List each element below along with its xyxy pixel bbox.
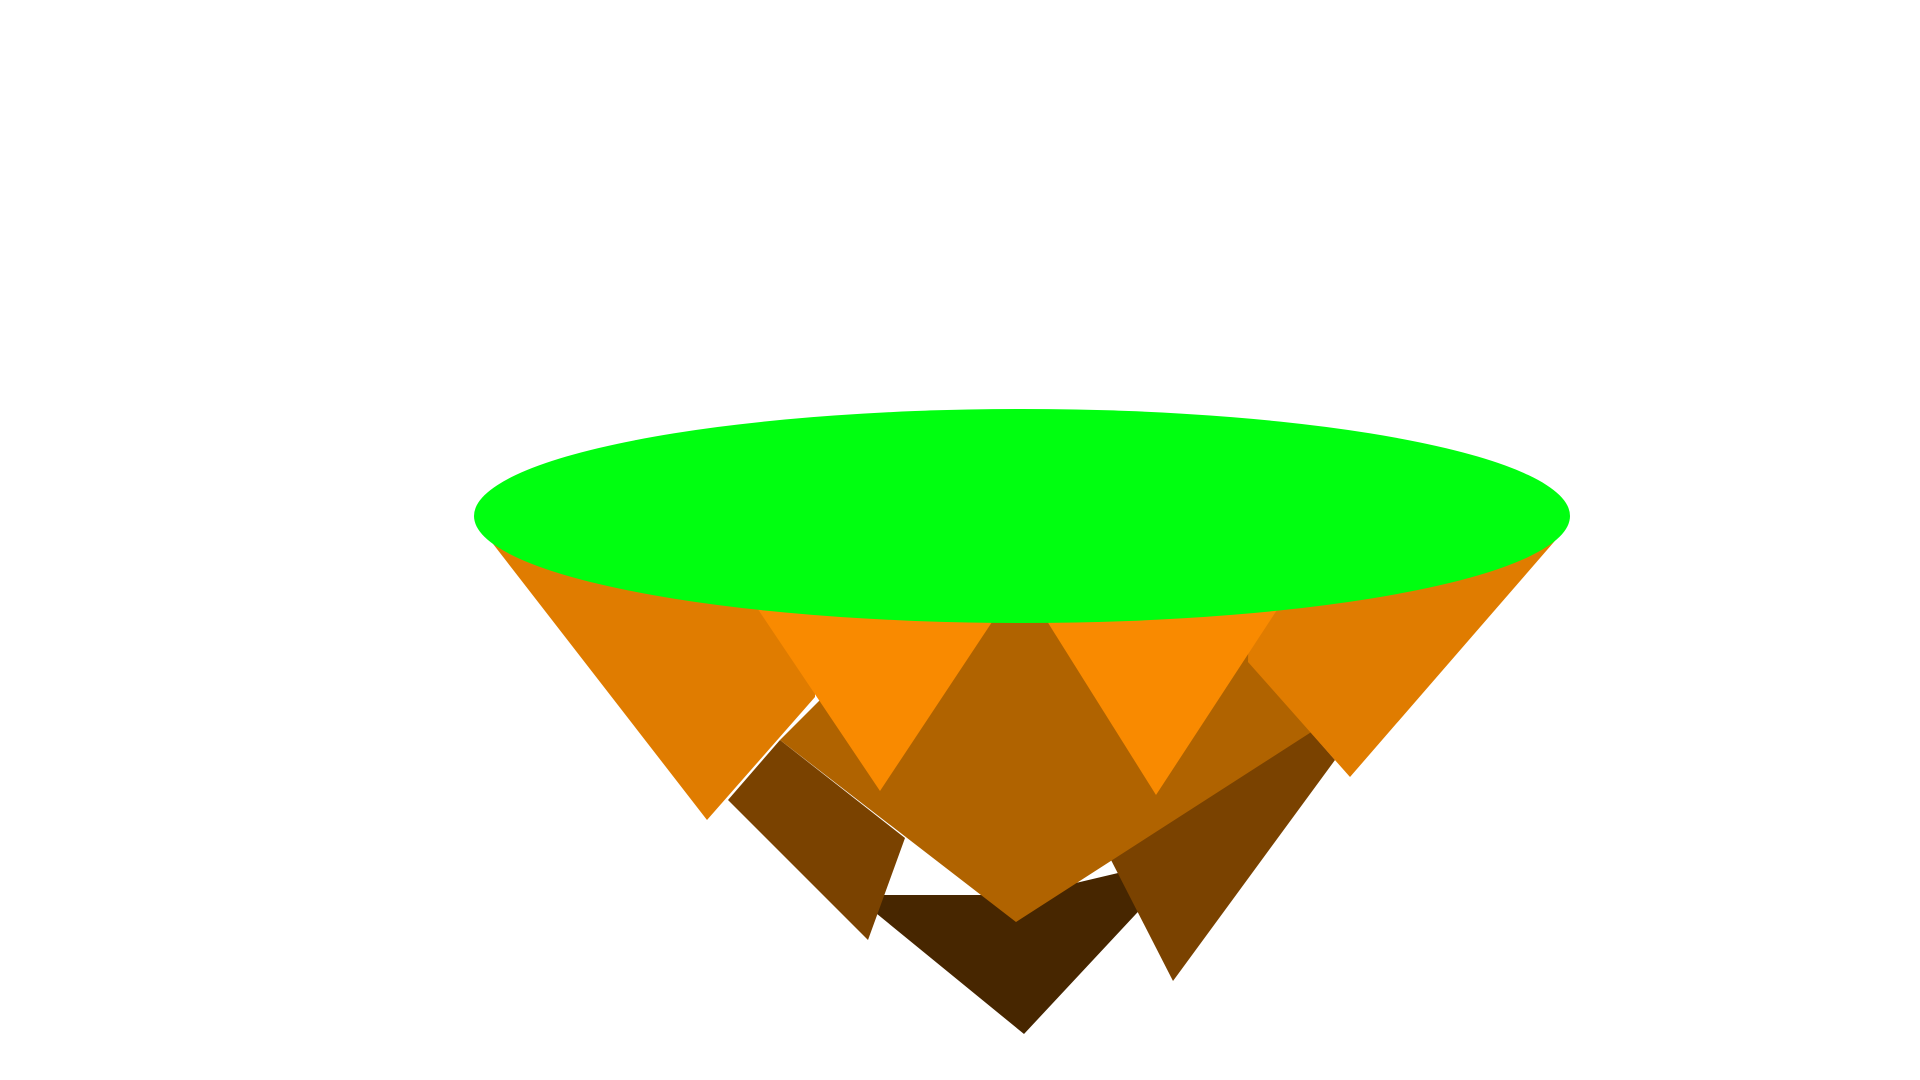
- rock-light-triangle-right: [1040, 590, 1290, 795]
- rock-dark-shard-right: [1110, 720, 1335, 981]
- grass-top: [474, 409, 1570, 623]
- rock-dark-shard-left: [728, 740, 905, 940]
- rock-light-triangle-left: [745, 590, 1000, 791]
- rock-darkest-shard: [865, 856, 1190, 1034]
- rock-orange-shard-left: [490, 540, 815, 820]
